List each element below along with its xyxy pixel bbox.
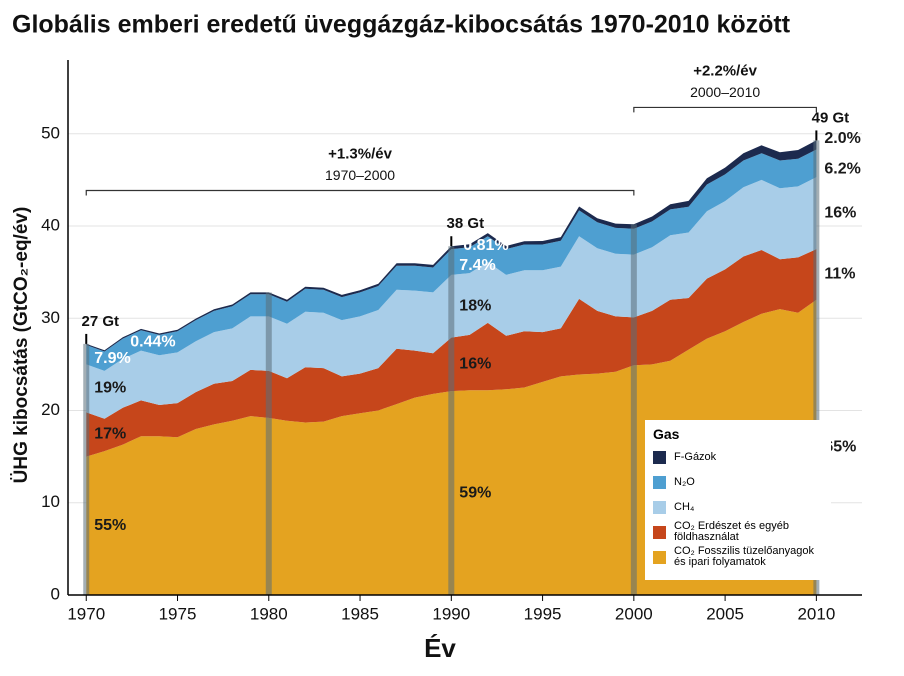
y-tick-label: 10 <box>41 492 60 511</box>
bracket <box>85 189 635 196</box>
share-label: 7.9% <box>94 350 130 367</box>
share-label: 6.2% <box>824 161 860 178</box>
x-tick-label: 1975 <box>159 604 197 623</box>
legend-label: CH₄ <box>674 500 695 513</box>
growth-rate: +2.2%/év <box>693 62 757 79</box>
legend-swatch <box>653 475 666 489</box>
legend-label: F-Gázok <box>674 450 717 463</box>
legend: Gas F-Gázok N₂O CH₄ CO₂ Erdészet és egyéb f… <box>645 420 831 580</box>
x-tick-label: 2005 <box>706 604 744 623</box>
x-tick-label: 1980 <box>250 604 288 623</box>
x-axis-label: Év <box>424 633 456 663</box>
legend-entry: F-Gázok <box>653 446 823 468</box>
legend-swatch <box>653 550 666 564</box>
y-tick-label: 20 <box>41 400 60 419</box>
y-tick-label: 50 <box>41 123 60 142</box>
share-label: 0.81% <box>463 237 508 254</box>
x-tick-label: 1995 <box>524 604 562 623</box>
x-tick-label: 1990 <box>432 604 470 623</box>
y-tick-label: 0 <box>51 584 60 603</box>
total-label: 49 Gt <box>812 109 850 126</box>
legend-label: N₂O <box>674 475 695 488</box>
growth-period: 2000–2010 <box>690 84 760 100</box>
share-label: 0.44% <box>130 334 175 351</box>
y-tick-label: 30 <box>41 308 60 327</box>
share-label: 11% <box>824 266 855 283</box>
share-label: 19% <box>94 380 126 397</box>
total-label: 38 Gt <box>447 215 485 232</box>
legend-label: CO₂ Erdészet és egyéb földhasználat <box>674 520 789 543</box>
x-tick-label: 2000 <box>615 604 653 623</box>
share-label: 16% <box>459 356 491 373</box>
share-label: 55% <box>94 517 126 534</box>
legend-swatch <box>653 525 666 539</box>
share-label: 2.0% <box>824 130 860 147</box>
y-axis-label: ÜHG kibocsátás (GtCO₂-eq/év) <box>11 207 32 484</box>
share-label: 65% <box>824 439 856 456</box>
legend-entry: CH₄ <box>653 496 823 518</box>
legend-entry: N₂O <box>653 471 823 493</box>
bracket <box>633 106 817 113</box>
legend-swatch <box>653 450 666 464</box>
legend-swatch <box>653 500 666 514</box>
share-label: 16% <box>824 204 856 221</box>
share-label: 59% <box>459 484 491 501</box>
legend-label: CO₂ Fosszilis tüzelőanyagok és ipari fol… <box>674 545 814 568</box>
total-label: 27 Gt <box>81 313 119 330</box>
legend-title: Gas <box>653 426 680 442</box>
share-label: 18% <box>459 298 491 315</box>
legend-entry: CO₂ Erdészet és egyéb földhasználat <box>653 521 823 543</box>
chart-title: Globális emberi eredetű üveggázgáz-kiboc… <box>12 11 791 39</box>
y-tick-label: 40 <box>41 216 60 235</box>
growth-period: 1970–2000 <box>325 167 395 183</box>
share-label: 17% <box>94 426 126 443</box>
legend-entry: CO₂ Fosszilis tüzelőanyagok és ipari fol… <box>653 546 823 568</box>
x-tick-label: 2010 <box>797 604 835 623</box>
growth-rate: +1.3%/év <box>328 145 392 162</box>
share-label: 7.4% <box>459 257 495 274</box>
x-tick-label: 1985 <box>341 604 379 623</box>
x-tick-label: 1970 <box>67 604 105 623</box>
